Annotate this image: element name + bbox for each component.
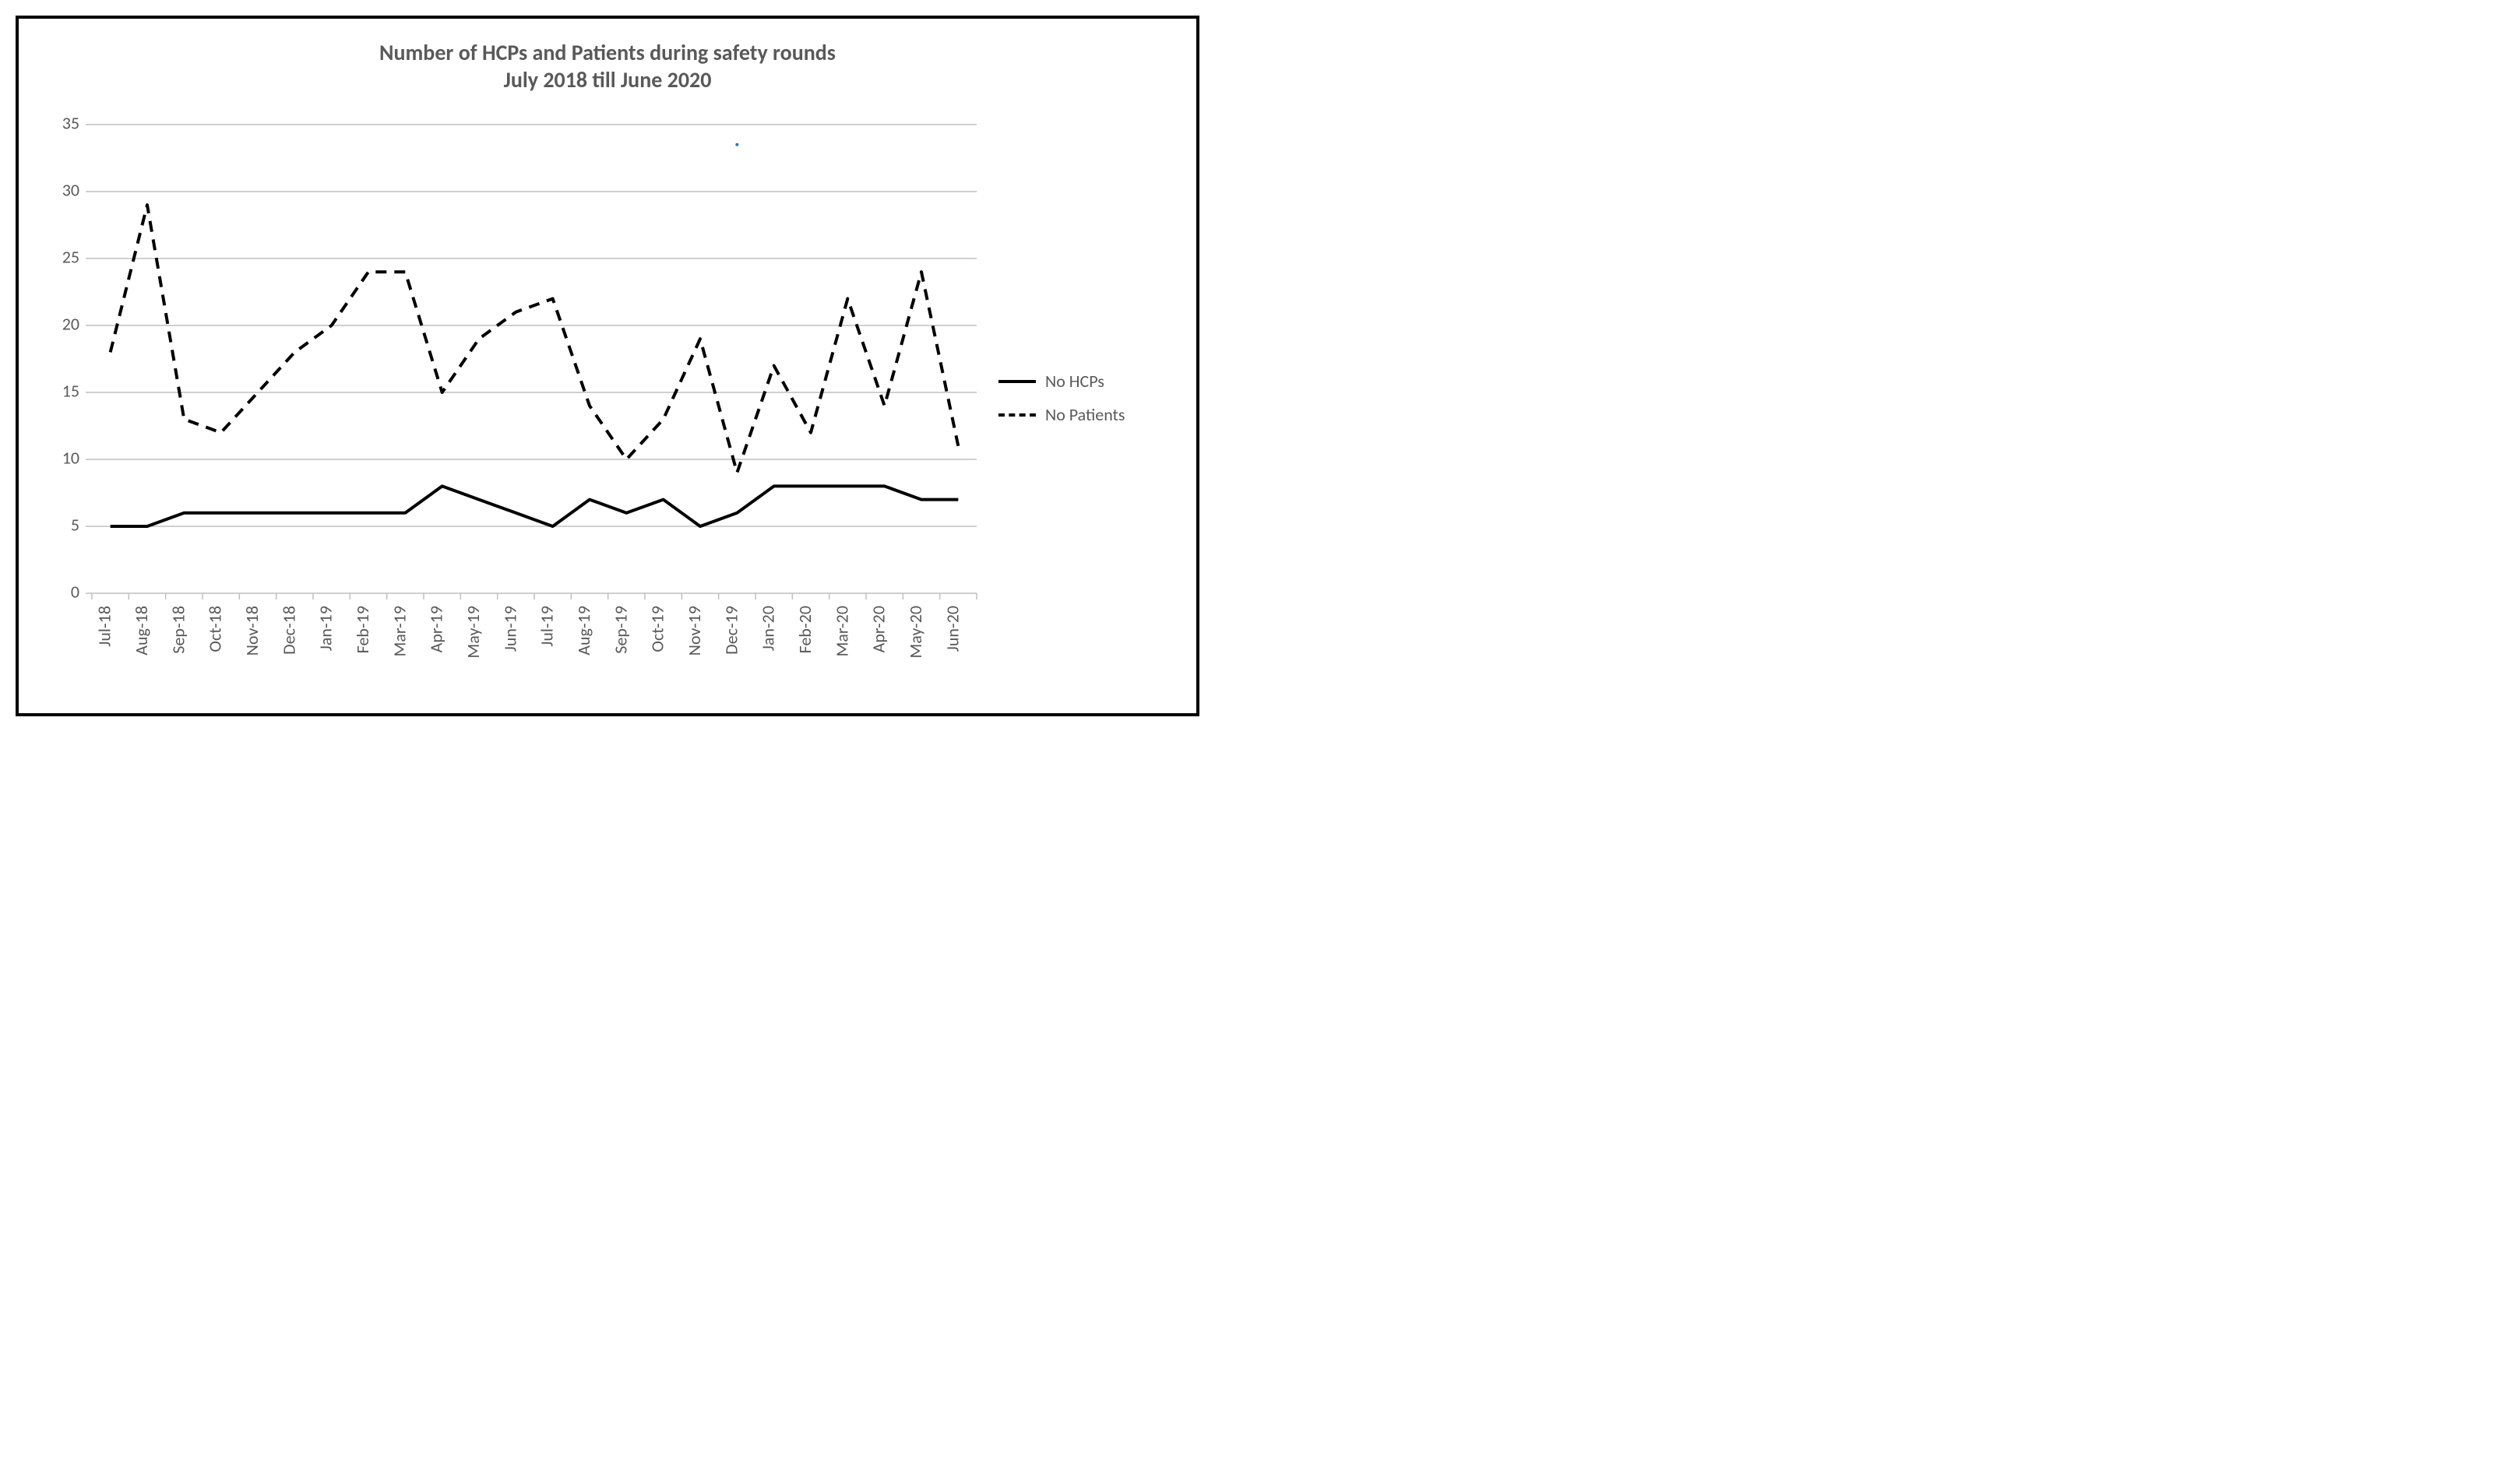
chart-body: 0 5 10 15 20 25 30 35 Jul-18 Aug-18 Sep-18 Oct-18 No… <box>37 101 1178 695</box>
svg-text:35: 35 <box>62 112 79 133</box>
svg-text:Oct-19: Oct-19 <box>647 606 668 652</box>
svg-text:10: 10 <box>62 447 79 468</box>
svg-text:Jun-19: Jun-19 <box>499 606 520 652</box>
svg-text:May-19: May-19 <box>463 606 484 658</box>
plot-area-container: 0 5 10 15 20 25 30 35 Jul-18 Aug-18 Sep-18 Oct-18 No… <box>37 101 984 695</box>
svg-text:Feb-19: Feb-19 <box>352 606 373 653</box>
svg-text:15: 15 <box>62 380 79 401</box>
svg-text:Dec-19: Dec-19 <box>720 606 741 655</box>
svg-text:Sep-18: Sep-18 <box>167 606 188 654</box>
svg-text:Mar-20: Mar-20 <box>831 606 852 656</box>
legend-label: No Patients <box>1045 404 1125 425</box>
svg-text:25: 25 <box>62 246 79 267</box>
svg-text:Feb-20: Feb-20 <box>794 606 815 653</box>
legend-swatch-dashed <box>998 413 1036 417</box>
chart-title-line2: July 2018 till June 2020 <box>37 66 1178 93</box>
svg-text:5: 5 <box>71 514 79 535</box>
svg-text:Dec-18: Dec-18 <box>278 606 299 655</box>
svg-text:Jul-18: Jul-18 <box>94 606 115 647</box>
svg-text:Nov-18: Nov-18 <box>241 606 262 656</box>
svg-text:Jan-20: Jan-20 <box>758 606 779 651</box>
svg-text:Aug-18: Aug-18 <box>131 606 152 656</box>
svg-text:Apr-19: Apr-19 <box>426 606 447 652</box>
legend-label: No HCPs <box>1045 371 1104 392</box>
svg-text:30: 30 <box>62 179 79 200</box>
svg-text:Oct-18: Oct-18 <box>205 606 226 652</box>
svg-text:0: 0 <box>71 581 79 602</box>
svg-text:20: 20 <box>62 313 79 334</box>
legend-swatch-solid <box>998 380 1036 383</box>
svg-text:Jan-19: Jan-19 <box>315 606 336 651</box>
svg-text:May-20: May-20 <box>905 606 926 658</box>
legend-item-patients: No Patients <box>998 404 1178 425</box>
svg-text:Sep-19: Sep-19 <box>610 606 631 654</box>
svg-text:Aug-19: Aug-19 <box>573 606 594 656</box>
legend: No HCPs No Patients <box>984 101 1178 695</box>
svg-text:Apr-20: Apr-20 <box>868 606 889 652</box>
svg-text:Mar-19: Mar-19 <box>389 606 410 656</box>
svg-text:Nov-19: Nov-19 <box>684 606 705 656</box>
svg-text:Jul-19: Jul-19 <box>537 606 558 647</box>
svg-text:Jun-20: Jun-20 <box>942 606 963 652</box>
chart-title: Number of HCPs and Patients during safet… <box>37 39 1178 93</box>
chart-title-line1: Number of HCPs and Patients during safet… <box>37 39 1178 66</box>
line-chart-svg: 0 5 10 15 20 25 30 35 Jul-18 Aug-18 Sep-18 Oct-18 No… <box>37 101 984 695</box>
chart-frame: Number of HCPs and Patients during safet… <box>16 16 1199 716</box>
legend-item-hcps: No HCPs <box>998 371 1178 392</box>
